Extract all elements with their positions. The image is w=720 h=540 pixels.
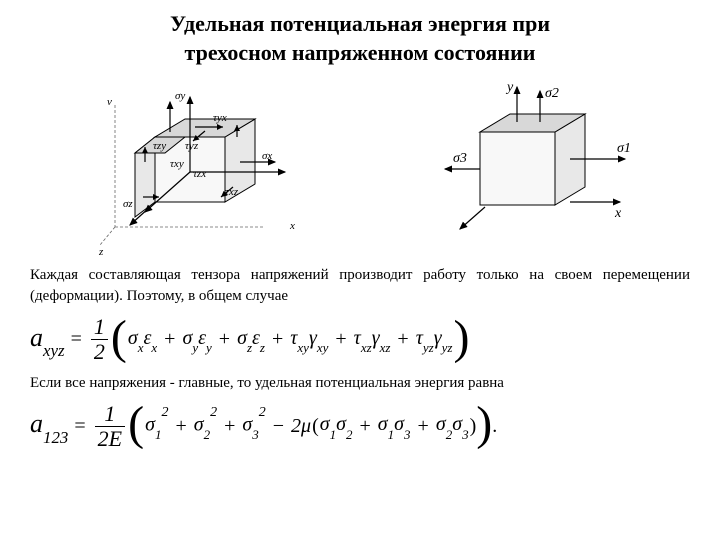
lbl-z: z [98,246,104,258]
title-line2: трехосном напряженном состоянии [185,40,536,65]
lbl2-s1: σ1 [617,141,631,156]
lbl-tyx: τyx [213,112,227,124]
lbl-sy: σy [175,90,185,102]
lbl-tzy: τzy [153,140,166,152]
lbl-tyz: τyz [185,140,199,152]
title-line1: Удельная потенциальная энергия при [170,11,550,36]
figure-2-principal-stress-cube: y σ2 σ1 σ3 x [425,77,645,257]
lbl-txz: τxz [225,186,239,198]
lbl2-x: x [614,206,622,221]
lbl-tzx: τzx [193,168,206,180]
paragraph-2: Если все напряжения - главные, то удельн… [30,373,690,394]
lbl2-s3: σ3 [453,151,467,166]
lbl-x: x [289,220,295,232]
lbl-sx: σx [262,150,272,162]
equation-2-a123: a123 = 1 2E ( σ12 + σ22 + σ32 − 2μ ( σ1σ… [30,402,690,451]
slide-title: Удельная потенциальная энергия при трехо… [30,10,690,67]
lbl-v: v [107,96,112,108]
equation-1-axyz: axyz = 1 2 ( σxεx + σyεy + σzεz + τxyγxy… [30,315,690,364]
lbl2-y: y [505,80,514,95]
lbl-sz: σz [123,198,133,210]
paragraph-1: Каждая составляющая тензора напряжений п… [30,265,690,307]
figures-row: v σy τyx τyz τxy τzx τzy σx τxz σz x z y… [30,77,690,257]
lbl2-s2: σ2 [545,86,559,101]
figure-1-stress-tensor-cube: v σy τyx τyz τxy τzx τzy σx τxz σz x z [75,77,335,257]
lbl-txy: τxy [170,158,184,170]
